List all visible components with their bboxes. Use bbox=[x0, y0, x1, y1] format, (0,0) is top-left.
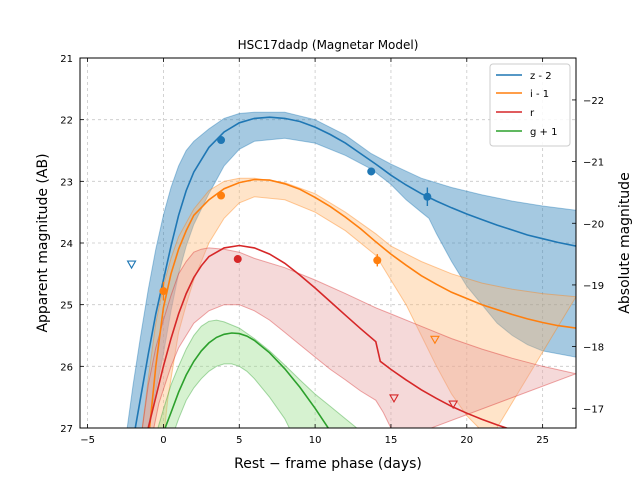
legend-frame bbox=[489, 63, 571, 147]
x-tick-label: 0 bbox=[160, 435, 166, 446]
data-point-0 bbox=[367, 167, 376, 176]
y-tick-label: 26 bbox=[60, 362, 73, 373]
x-tick-label: −5 bbox=[80, 435, 95, 446]
axis-ticks: −5 0 5 10 15 20 25 21 22 23 24 25 26 27 −17 −18 −19 −20 −2… bbox=[60, 54, 604, 446]
upper-limit-2 bbox=[448, 400, 459, 410]
y-tick-label: 23 bbox=[60, 177, 73, 188]
legend-label-i: i - 1 bbox=[530, 89, 549, 100]
chart-title: HSC17dadp (Magnetar Model) bbox=[238, 38, 419, 52]
data-point-2 bbox=[233, 255, 242, 264]
y-axis-label: Apparent magnitude (AB) bbox=[35, 153, 51, 332]
band-3 bbox=[157, 319, 358, 428]
right-y-tick-label: −22 bbox=[583, 96, 604, 107]
right-y-tick-label: −19 bbox=[583, 281, 604, 292]
data-point-1 bbox=[373, 256, 382, 265]
legend-label-r: r bbox=[530, 108, 535, 119]
x-tick-label: 5 bbox=[236, 435, 242, 446]
legend-label-g: g + 1 bbox=[530, 127, 557, 138]
uncertainty-bands bbox=[126, 111, 576, 428]
band-0 bbox=[126, 111, 576, 428]
model-line-0 bbox=[134, 116, 576, 428]
upper-limit-1 bbox=[429, 335, 440, 345]
y-tick-label: 25 bbox=[60, 301, 73, 312]
band-2 bbox=[141, 247, 576, 428]
model-line-1 bbox=[148, 178, 576, 428]
right-y-tick-label: −20 bbox=[583, 219, 604, 230]
observed-points bbox=[126, 136, 459, 410]
data-point-0 bbox=[423, 192, 432, 201]
right-y-tick-label: −18 bbox=[583, 343, 604, 354]
upper-limit-0 bbox=[126, 260, 137, 270]
x-tick-label: 20 bbox=[460, 435, 473, 446]
y-tick-label: 24 bbox=[60, 239, 73, 250]
legend-label-z: z - 2 bbox=[530, 71, 552, 82]
data-point-1 bbox=[217, 191, 226, 200]
y-tick-label: 21 bbox=[60, 54, 73, 65]
x-axis-label: Rest − frame phase (days) bbox=[234, 456, 422, 472]
model-line-3 bbox=[164, 332, 330, 428]
y-tick-label: 22 bbox=[60, 116, 73, 127]
band-1 bbox=[141, 177, 576, 428]
y-tick-label: 27 bbox=[60, 424, 73, 435]
right-y-tick-label: −17 bbox=[583, 404, 604, 415]
data-point-1 bbox=[159, 287, 168, 296]
x-tick-label: 15 bbox=[385, 435, 398, 446]
x-tick-label: 25 bbox=[536, 435, 549, 446]
model-line-2 bbox=[147, 244, 510, 428]
model-lines bbox=[134, 116, 576, 428]
right-y-tick-label: −21 bbox=[583, 158, 604, 169]
upper-limit-2 bbox=[389, 394, 399, 404]
data-point-0 bbox=[217, 136, 226, 145]
legend: z - 2 i - 1 r g + 1 bbox=[489, 63, 571, 147]
x-tick-label: 10 bbox=[309, 435, 322, 446]
right-y-axis-label: Absolute magnitude bbox=[617, 172, 633, 313]
